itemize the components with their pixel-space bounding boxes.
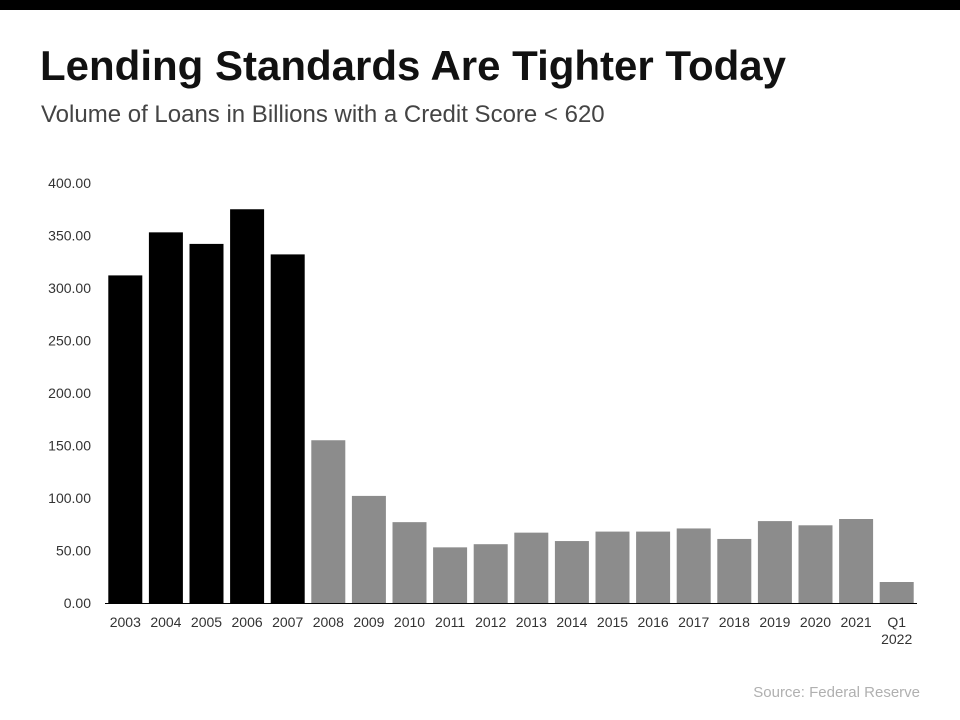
x-tick-label: 2009 xyxy=(353,614,384,630)
bar-2015 xyxy=(595,531,630,603)
y-tick-label: 50.00 xyxy=(56,543,91,559)
bar-2007 xyxy=(270,254,305,603)
bar-2012 xyxy=(473,544,508,603)
x-tick-label: 2018 xyxy=(719,614,750,630)
bar-2011 xyxy=(433,547,468,603)
bar-2021 xyxy=(839,519,874,603)
bar-2009 xyxy=(351,495,386,603)
bar-2008 xyxy=(311,440,346,603)
chart-subtitle: Volume of Loans in Billions with a Credi… xyxy=(41,101,605,128)
x-tick-label: 2005 xyxy=(191,614,222,630)
x-tick-label: 2015 xyxy=(597,614,628,630)
bar-2017 xyxy=(676,528,711,603)
x-tick-label: Q1 2022 xyxy=(881,614,912,647)
x-tick-label: 2004 xyxy=(150,614,181,630)
bar-2006 xyxy=(230,209,265,603)
y-tick-label: 150.00 xyxy=(48,438,91,454)
y-tick-label: 100.00 xyxy=(48,490,91,506)
bar-2005 xyxy=(189,243,224,603)
bar-2019 xyxy=(757,521,792,603)
top-accent-bar xyxy=(0,0,960,10)
x-tick-label: 2016 xyxy=(638,614,669,630)
bar-2003 xyxy=(108,275,143,603)
y-tick-label: 400.00 xyxy=(48,175,91,191)
y-tick-label: 0.00 xyxy=(64,595,91,611)
bar-2013 xyxy=(514,532,549,603)
x-tick-label: 2010 xyxy=(394,614,425,630)
bar-2004 xyxy=(148,232,183,603)
x-tick-label: 2021 xyxy=(841,614,872,630)
bar-2010 xyxy=(392,522,427,603)
y-tick-label: 300.00 xyxy=(48,280,91,296)
bar-2014 xyxy=(554,541,589,603)
x-tick-label: 2020 xyxy=(800,614,831,630)
x-tick-label: 2006 xyxy=(232,614,263,630)
source-note: Source: Federal Reserve xyxy=(753,684,920,701)
x-tick-label: 2017 xyxy=(678,614,709,630)
bar-2020 xyxy=(798,525,833,603)
x-tick-label: 2014 xyxy=(556,614,587,630)
y-tick-label: 250.00 xyxy=(48,333,91,349)
x-tick-label: 2012 xyxy=(475,614,506,630)
x-tick-label: 2013 xyxy=(516,614,547,630)
bar-2016 xyxy=(636,531,671,603)
bar-2018 xyxy=(717,538,752,603)
bar-q1-2022 xyxy=(879,582,914,603)
x-tick-label: 2019 xyxy=(759,614,790,630)
x-tick-label: 2011 xyxy=(435,614,465,630)
y-tick-label: 200.00 xyxy=(48,385,91,401)
x-tick-label: 2008 xyxy=(313,614,344,630)
chart-title: Lending Standards Are Tighter Today xyxy=(40,42,786,89)
x-tick-label: 2007 xyxy=(272,614,303,630)
x-tick-label: 2003 xyxy=(110,614,141,630)
y-tick-label: 350.00 xyxy=(48,228,91,244)
